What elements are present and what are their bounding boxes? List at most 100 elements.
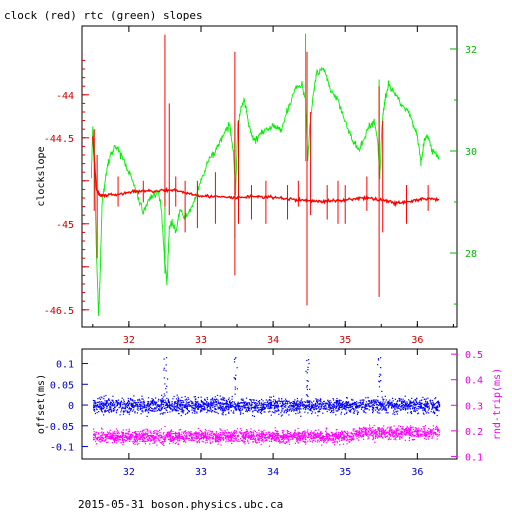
rnd-trip-point bbox=[140, 437, 142, 439]
offset-point bbox=[161, 412, 163, 414]
offset-point bbox=[306, 372, 308, 374]
offset-point bbox=[360, 408, 363, 410]
rnd-trip-point bbox=[152, 432, 154, 434]
offset-point bbox=[180, 402, 182, 404]
offset-point bbox=[371, 408, 373, 411]
rnd-trip-point bbox=[334, 441, 336, 443]
rnd-trip-point bbox=[100, 439, 102, 441]
offset-point bbox=[109, 404, 112, 406]
offset-point bbox=[196, 411, 198, 413]
rnd-trip-point bbox=[121, 437, 123, 439]
rnd-trip-point bbox=[247, 440, 249, 442]
rnd-trip-point bbox=[136, 440, 139, 442]
offset-point bbox=[116, 410, 118, 412]
rnd-trip-point bbox=[144, 434, 146, 437]
offset-point bbox=[254, 405, 256, 407]
offset-point bbox=[308, 403, 310, 405]
offset-point bbox=[200, 399, 202, 401]
top-y-axis-label: clockslope bbox=[36, 146, 47, 206]
rnd-trip-point bbox=[95, 443, 98, 445]
rnd-trip-point bbox=[239, 428, 242, 430]
rnd-trip-point bbox=[175, 436, 177, 439]
rnd-trip-point bbox=[311, 441, 313, 443]
offset-point bbox=[431, 399, 433, 402]
rnd-trip-point bbox=[112, 437, 114, 439]
offset-point bbox=[219, 409, 222, 411]
offset-point bbox=[282, 403, 284, 405]
offset-point bbox=[237, 401, 239, 403]
offset-point bbox=[134, 411, 136, 413]
rnd-trip-point bbox=[422, 435, 424, 437]
offset-point bbox=[136, 402, 138, 404]
rnd-trip-point bbox=[203, 438, 205, 440]
rnd-trip-point bbox=[143, 429, 145, 431]
offset-point bbox=[338, 399, 340, 401]
offset-point bbox=[129, 408, 131, 410]
rnd-trip-point bbox=[284, 442, 286, 445]
rnd-trip-point bbox=[276, 433, 279, 435]
offset-point bbox=[197, 405, 199, 407]
rnd-trip-point bbox=[436, 435, 438, 437]
offset-point bbox=[149, 409, 151, 411]
rnd-trip-point bbox=[173, 436, 175, 438]
offset-point bbox=[197, 408, 199, 411]
offset-point bbox=[193, 407, 195, 409]
rnd-trip-point bbox=[115, 439, 117, 441]
rnd-trip-point bbox=[364, 428, 366, 430]
offset-point bbox=[380, 374, 382, 376]
offset-point bbox=[103, 395, 105, 397]
offset-point bbox=[222, 398, 224, 400]
offset-point bbox=[299, 404, 301, 406]
rnd-trip-point bbox=[95, 440, 97, 442]
chart-title: clock (red) rtc (green) slopes bbox=[4, 9, 203, 22]
rnd-trip-point bbox=[323, 441, 325, 444]
rnd-trip-point bbox=[109, 429, 111, 431]
offset-point bbox=[407, 407, 409, 409]
rnd-trip-point bbox=[420, 435, 422, 437]
rnd-trip-point bbox=[288, 440, 290, 442]
rnd-trip-point bbox=[316, 435, 318, 437]
offset-point bbox=[203, 408, 205, 410]
rnd-trip-point bbox=[198, 431, 200, 434]
rnd-trip-point bbox=[146, 435, 148, 438]
offset-point bbox=[194, 405, 196, 407]
offset-point bbox=[305, 406, 308, 408]
offset-point bbox=[175, 398, 178, 400]
offset-point bbox=[96, 412, 98, 414]
offset-point bbox=[139, 407, 142, 409]
offset-point bbox=[181, 404, 183, 406]
rnd-trip-point bbox=[268, 436, 270, 438]
offset-point bbox=[405, 402, 407, 404]
offset-point bbox=[426, 406, 428, 408]
offset-point bbox=[141, 405, 143, 407]
offset-point bbox=[227, 398, 230, 401]
offset-point bbox=[198, 403, 200, 405]
offset-point bbox=[270, 403, 272, 405]
offset-point bbox=[277, 406, 279, 408]
offset-point bbox=[150, 400, 152, 402]
offset-point bbox=[363, 408, 366, 410]
rnd-trip-point bbox=[253, 436, 255, 438]
rnd-trip-point bbox=[209, 432, 211, 434]
rnd-trip-point bbox=[200, 430, 202, 432]
offset-point bbox=[348, 407, 350, 409]
rnd-trip-point bbox=[248, 432, 250, 434]
offset-point bbox=[285, 403, 287, 405]
offset-point bbox=[181, 407, 183, 409]
rnd-trip-point bbox=[298, 439, 300, 441]
rnd-trip-point bbox=[352, 436, 354, 439]
offset-point bbox=[182, 411, 184, 413]
offset-point bbox=[438, 401, 440, 404]
rnd-trip-point bbox=[294, 442, 296, 444]
offset-point bbox=[325, 402, 327, 404]
rnd-trip-point bbox=[359, 434, 362, 437]
rnd-trip-point bbox=[266, 437, 269, 439]
offset-point bbox=[113, 407, 116, 409]
rnd-trip-point bbox=[418, 429, 420, 431]
offset-point bbox=[93, 406, 95, 409]
offset-point bbox=[252, 411, 254, 413]
offset-point bbox=[363, 406, 365, 408]
offset-point bbox=[123, 399, 125, 401]
offset-point bbox=[414, 411, 416, 413]
offset-point bbox=[267, 405, 269, 407]
